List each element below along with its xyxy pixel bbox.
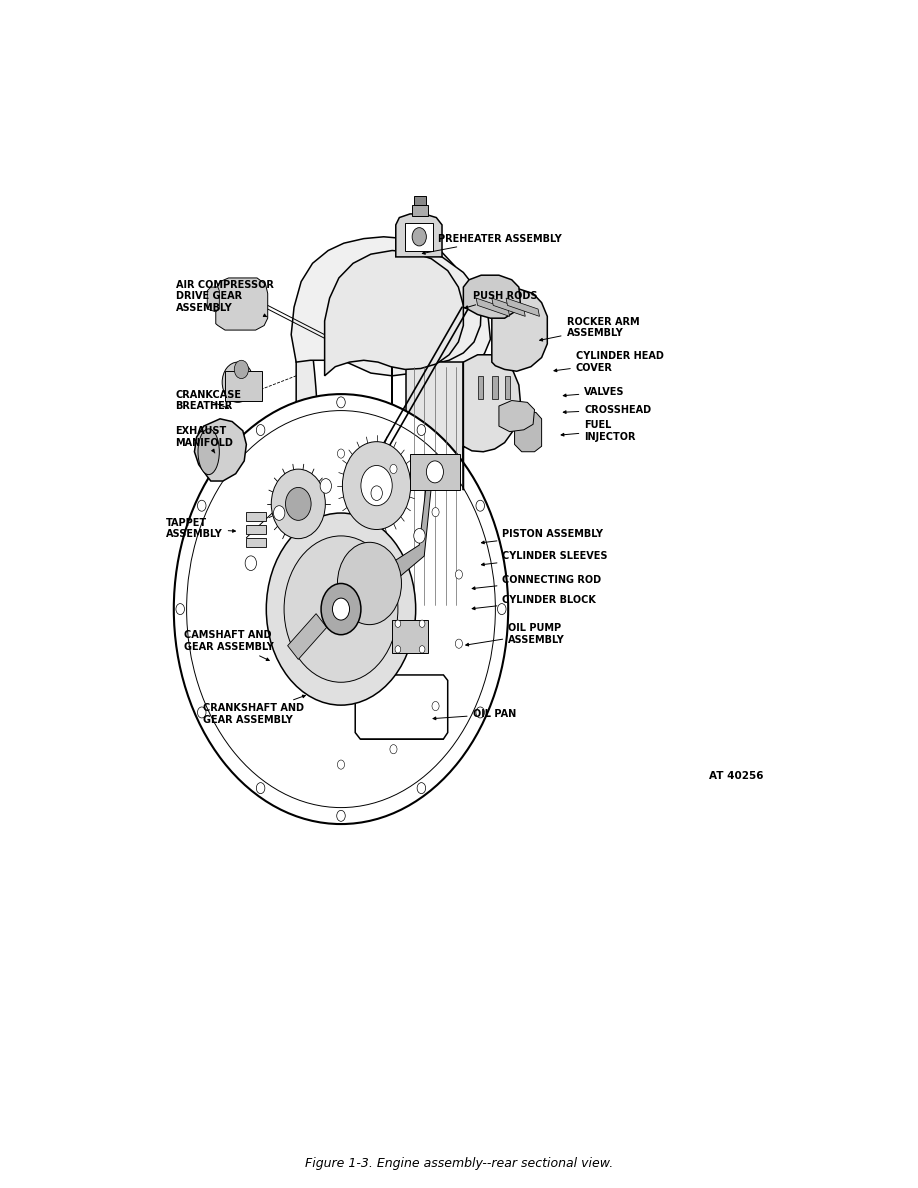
Text: CAMSHAFT AND
GEAR ASSEMBLY: CAMSHAFT AND GEAR ASSEMBLY xyxy=(184,631,274,661)
Polygon shape xyxy=(396,214,442,257)
Circle shape xyxy=(395,620,401,627)
Text: PREHEATER ASSEMBLY: PREHEATER ASSEMBLY xyxy=(422,234,562,254)
Polygon shape xyxy=(297,292,319,688)
Circle shape xyxy=(266,513,416,706)
Text: FUEL
INJECTOR: FUEL INJECTOR xyxy=(561,419,636,442)
Text: VALVES: VALVES xyxy=(564,387,625,397)
Bar xyxy=(246,525,266,535)
Circle shape xyxy=(417,783,426,794)
Circle shape xyxy=(272,469,325,538)
Circle shape xyxy=(371,486,383,500)
Bar xyxy=(225,371,262,400)
Circle shape xyxy=(338,542,401,625)
Circle shape xyxy=(432,701,439,710)
Bar xyxy=(414,196,426,204)
Polygon shape xyxy=(506,298,540,316)
Polygon shape xyxy=(515,412,542,451)
Text: CROSSHEAD: CROSSHEAD xyxy=(564,405,652,415)
Polygon shape xyxy=(464,355,521,491)
Circle shape xyxy=(338,449,344,459)
Circle shape xyxy=(342,442,410,530)
Polygon shape xyxy=(265,394,506,581)
Circle shape xyxy=(476,707,485,718)
Circle shape xyxy=(174,394,509,824)
Polygon shape xyxy=(499,400,534,431)
Bar xyxy=(246,538,266,546)
Circle shape xyxy=(395,646,401,653)
Circle shape xyxy=(361,466,392,506)
Circle shape xyxy=(390,465,397,474)
Circle shape xyxy=(420,646,425,653)
Polygon shape xyxy=(392,620,428,653)
Polygon shape xyxy=(407,362,464,609)
Circle shape xyxy=(186,411,496,808)
Bar xyxy=(412,204,428,216)
Circle shape xyxy=(332,598,350,620)
Text: CRANKSHAFT AND
GEAR ASSEMBLY: CRANKSHAFT AND GEAR ASSEMBLY xyxy=(203,695,306,725)
Circle shape xyxy=(414,529,425,543)
Text: OIL PUMP
ASSEMBLY: OIL PUMP ASSEMBLY xyxy=(465,623,565,646)
Bar xyxy=(505,375,510,399)
Circle shape xyxy=(176,604,185,614)
Polygon shape xyxy=(355,675,448,739)
Circle shape xyxy=(455,639,463,649)
Ellipse shape xyxy=(198,429,219,475)
Polygon shape xyxy=(392,252,481,491)
Text: AIR COMPRESSOR
DRIVE GEAR
ASSEMBLY: AIR COMPRESSOR DRIVE GEAR ASSEMBLY xyxy=(176,279,274,317)
Polygon shape xyxy=(325,251,464,375)
Text: Figure 1-3. Engine assembly--rear sectional view.: Figure 1-3. Engine assembly--rear sectio… xyxy=(305,1157,613,1170)
Polygon shape xyxy=(492,298,525,316)
Polygon shape xyxy=(376,472,431,589)
Text: ROCKER ARM
ASSEMBLY: ROCKER ARM ASSEMBLY xyxy=(540,316,639,341)
Circle shape xyxy=(432,507,439,517)
Polygon shape xyxy=(464,276,521,318)
Text: PUSH RODS: PUSH RODS xyxy=(465,291,537,309)
Polygon shape xyxy=(291,236,490,380)
Text: OIL PAN: OIL PAN xyxy=(433,709,516,720)
Circle shape xyxy=(320,479,331,493)
Polygon shape xyxy=(287,614,327,659)
Circle shape xyxy=(498,604,506,614)
Text: CYLINDER BLOCK: CYLINDER BLOCK xyxy=(472,595,597,609)
Polygon shape xyxy=(216,278,268,330)
Text: CRANKCASE
BREATHER: CRANKCASE BREATHER xyxy=(175,390,241,411)
Circle shape xyxy=(197,707,206,718)
Circle shape xyxy=(234,360,249,379)
Circle shape xyxy=(256,424,265,436)
Text: AT 40256: AT 40256 xyxy=(709,771,763,781)
Circle shape xyxy=(417,424,426,436)
Circle shape xyxy=(197,500,206,511)
Text: TAPPET
ASSEMBLY: TAPPET ASSEMBLY xyxy=(166,518,235,539)
Polygon shape xyxy=(410,454,460,491)
Text: CYLINDER HEAD
COVER: CYLINDER HEAD COVER xyxy=(554,352,664,373)
Circle shape xyxy=(476,500,485,511)
Circle shape xyxy=(222,362,253,403)
Circle shape xyxy=(426,461,443,482)
Text: PISTON ASSEMBLY: PISTON ASSEMBLY xyxy=(481,529,603,544)
Circle shape xyxy=(412,228,426,246)
Bar xyxy=(477,375,483,399)
Text: CYLINDER SLEEVES: CYLINDER SLEEVES xyxy=(481,551,608,565)
Bar xyxy=(405,223,433,251)
Polygon shape xyxy=(476,298,509,316)
Circle shape xyxy=(274,506,285,520)
Circle shape xyxy=(321,583,361,634)
Text: CONNECTING ROD: CONNECTING ROD xyxy=(472,575,601,589)
Bar xyxy=(246,512,266,522)
Text: EXHAUST
MANIFOLD: EXHAUST MANIFOLD xyxy=(175,426,233,453)
Circle shape xyxy=(455,570,463,579)
Polygon shape xyxy=(492,289,547,371)
Circle shape xyxy=(420,620,425,627)
Bar xyxy=(492,375,498,399)
Circle shape xyxy=(337,810,345,821)
Polygon shape xyxy=(207,287,219,311)
Circle shape xyxy=(284,536,397,682)
Circle shape xyxy=(245,556,256,570)
Circle shape xyxy=(390,745,397,753)
Polygon shape xyxy=(195,419,246,481)
Circle shape xyxy=(337,397,345,407)
Circle shape xyxy=(256,783,265,794)
Circle shape xyxy=(338,760,344,769)
Circle shape xyxy=(285,487,311,520)
